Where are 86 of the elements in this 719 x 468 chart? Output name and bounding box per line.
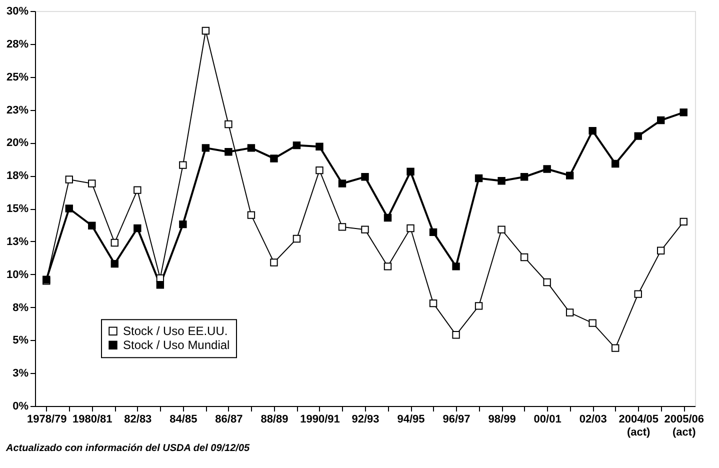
point	[224, 120, 232, 128]
point	[361, 226, 369, 234]
point	[429, 228, 438, 236]
point	[657, 246, 665, 254]
point	[520, 253, 528, 262]
point	[634, 132, 642, 140]
y-tick-label: 10%	[6, 268, 29, 281]
x-tick-label: 1980/81	[72, 414, 112, 426]
point	[65, 204, 73, 212]
point	[134, 224, 142, 232]
point	[498, 176, 506, 185]
point	[247, 211, 256, 219]
point	[543, 278, 551, 286]
y-tick-label: 0%	[12, 400, 29, 412]
point	[452, 262, 460, 270]
point	[520, 173, 528, 181]
y-tick-label: 25%	[6, 71, 29, 84]
y-tick-label: 18%	[6, 170, 29, 182]
point	[292, 141, 301, 150]
point	[88, 222, 96, 230]
point	[611, 160, 620, 168]
y-tick-label: 20%	[6, 137, 29, 150]
point	[134, 186, 142, 194]
point	[588, 319, 596, 327]
x-tick-label: 88/89	[260, 414, 288, 426]
point	[179, 220, 187, 228]
point	[611, 344, 620, 352]
point	[202, 144, 210, 152]
point	[270, 154, 278, 162]
point	[316, 142, 324, 150]
legend-label: Stock / Uso Mundial	[123, 338, 230, 352]
y-tick-label: 8%	[12, 302, 29, 314]
point	[179, 161, 187, 169]
y-tick-label: 3%	[12, 368, 29, 380]
x-tick-label: 92/93	[352, 414, 380, 426]
point	[634, 290, 642, 298]
point	[429, 299, 438, 308]
y-tick-label: 23%	[6, 104, 29, 116]
x-tick-label: 94/95	[397, 414, 425, 426]
point	[406, 224, 414, 232]
point	[543, 165, 551, 173]
point	[247, 144, 256, 152]
point	[224, 148, 232, 156]
x-tick-label: 1978/79	[26, 414, 67, 426]
point	[316, 166, 324, 174]
x-tick-label: 98/99	[488, 414, 516, 426]
y-tick-label: 28%	[6, 38, 29, 50]
point	[338, 223, 346, 231]
x-tick-label: 96/97	[442, 414, 470, 426]
y-tick-label: 15%	[6, 203, 29, 215]
x-tick-label: 1990/91	[300, 414, 340, 426]
x-tick-label: 86/87	[215, 414, 243, 426]
point	[292, 234, 301, 243]
point	[338, 180, 346, 188]
point	[474, 302, 483, 310]
point	[384, 262, 392, 270]
point	[474, 174, 483, 182]
text: Actualizado con información del USDA del 09/12/05	[4, 443, 250, 454]
point	[680, 108, 688, 116]
legend-label: Stock / Uso EE.UU.	[123, 324, 228, 338]
point	[88, 180, 96, 188]
y-tick-label: 30%	[6, 6, 29, 18]
y-tick-label: 5%	[12, 334, 29, 347]
point	[680, 218, 688, 226]
x-tick-label: 2004/05 (act)	[618, 414, 658, 438]
y-tick-label: 13%	[6, 236, 29, 248]
point	[110, 260, 119, 268]
point	[384, 214, 392, 222]
x-tick-label: 2005/06 (act)	[664, 414, 704, 438]
x-tick-label: 02/03	[579, 414, 607, 426]
point	[202, 26, 210, 35]
x-tick-label: 00/01	[534, 414, 562, 426]
point	[452, 331, 460, 339]
point	[657, 116, 665, 124]
point	[270, 258, 278, 266]
point	[566, 308, 574, 316]
point	[498, 226, 506, 234]
point	[65, 176, 73, 184]
x-tick-label: 82/83	[124, 414, 152, 426]
point	[406, 168, 414, 176]
point	[110, 238, 119, 247]
point	[566, 172, 574, 180]
x-tick-label: 84/85	[170, 414, 198, 426]
point	[588, 126, 596, 135]
point	[361, 173, 369, 181]
point	[156, 281, 164, 289]
